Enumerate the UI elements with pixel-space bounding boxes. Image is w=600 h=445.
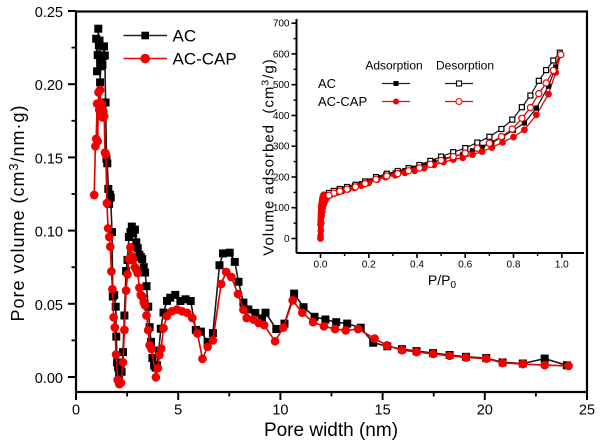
svg-text:20: 20 (477, 403, 493, 419)
svg-text:25: 25 (579, 403, 595, 419)
svg-text:0.20: 0.20 (35, 78, 63, 94)
svg-text:P/P0: P/P0 (428, 272, 457, 291)
svg-text:Pore volume (cm3/nm·g): Pore volume (cm3/nm·g) (7, 104, 28, 321)
svg-text:0.6: 0.6 (458, 260, 472, 271)
svg-text:0.4: 0.4 (410, 260, 424, 271)
svg-text:700: 700 (273, 19, 290, 30)
svg-text:400: 400 (273, 111, 290, 122)
svg-text:AC: AC (318, 76, 336, 91)
svg-text:300: 300 (273, 142, 290, 153)
svg-text:0.15: 0.15 (35, 151, 63, 167)
svg-text:0.10: 0.10 (35, 225, 63, 241)
svg-text:600: 600 (273, 49, 290, 60)
svg-text:0.25: 0.25 (35, 5, 63, 21)
svg-text:0.0: 0.0 (314, 260, 328, 271)
svg-text:1.0: 1.0 (555, 260, 569, 271)
svg-text:0.00: 0.00 (35, 371, 63, 387)
svg-text:5: 5 (174, 403, 182, 419)
svg-text:500: 500 (273, 80, 290, 91)
svg-text:Volume adsorbed (cm3/g): Volume adsorbed (cm3/g) (260, 58, 278, 255)
svg-text:AC-CAP: AC-CAP (173, 50, 237, 69)
svg-text:Adsorption: Adsorption (365, 59, 422, 73)
svg-text:10: 10 (272, 403, 288, 419)
svg-text:200: 200 (273, 173, 290, 184)
svg-text:0: 0 (284, 234, 290, 245)
svg-text:AC: AC (173, 27, 197, 46)
svg-text:Desorption: Desorption (436, 59, 494, 73)
svg-text:0.2: 0.2 (362, 260, 376, 271)
svg-text:Pore width (nm): Pore width (nm) (264, 420, 398, 440)
svg-text:0.8: 0.8 (507, 260, 521, 271)
svg-text:0.05: 0.05 (35, 298, 63, 314)
svg-text:AC-CAP: AC-CAP (318, 94, 367, 109)
svg-text:15: 15 (375, 403, 391, 419)
svg-text:100: 100 (273, 203, 290, 214)
svg-text:0: 0 (72, 403, 80, 419)
